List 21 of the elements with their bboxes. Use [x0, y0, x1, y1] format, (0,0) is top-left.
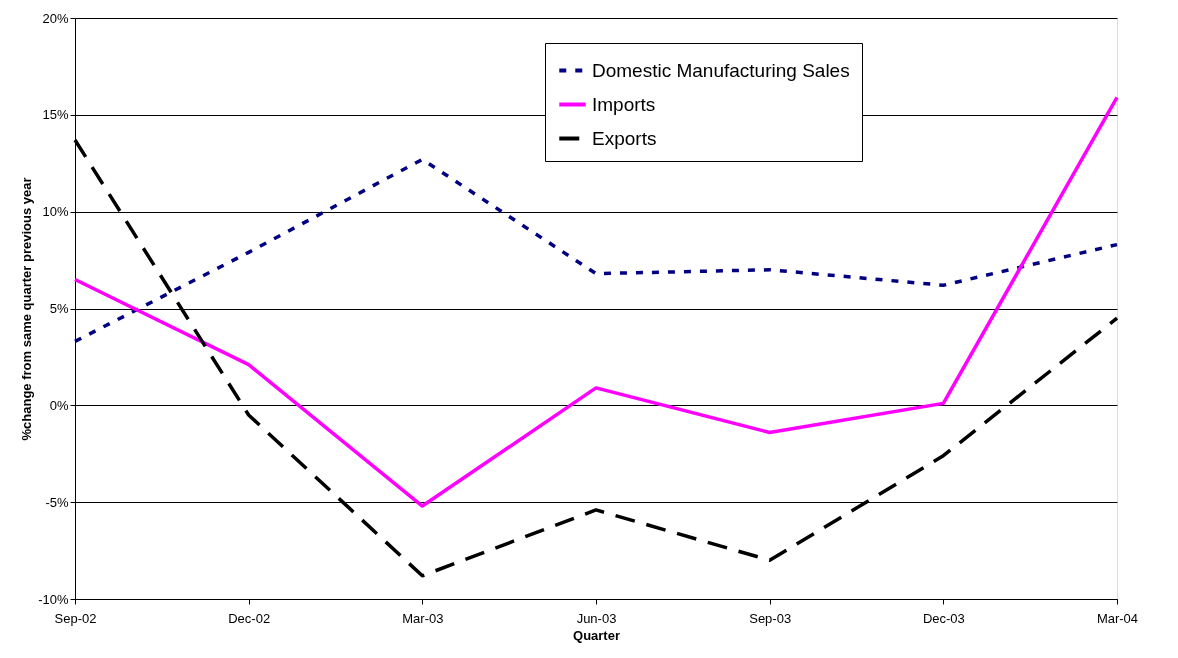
x-tick-label: Sep-02	[54, 610, 97, 626]
y-tick-label: 0%	[49, 397, 69, 413]
y-tick-label: 5%	[49, 301, 69, 316]
x-tick-label: Dec-02	[228, 610, 271, 626]
line-series	[73, 157, 1119, 344]
x-tick-label: Sep-03	[749, 610, 792, 626]
y-axis-title: %change from same quarter previous year	[19, 177, 35, 441]
legend-label: Exports	[592, 127, 657, 149]
x-tick-label: Jun-03	[576, 610, 617, 626]
x-tick-label: Mar-04	[1096, 610, 1139, 626]
y-tick-label: 20%	[42, 10, 69, 26]
x-tick-label: Mar-03	[402, 610, 444, 626]
y-tick-label: 15%	[42, 107, 69, 123]
line-series	[73, 95, 1119, 508]
x-axis-title: Quarter	[573, 627, 620, 643]
x-tick-label: Dec-03	[922, 610, 965, 626]
y-tick-label: -5%	[45, 494, 69, 510]
y-tick-label: 10%	[42, 204, 69, 220]
legend-label: Domestic Manufacturing Sales	[592, 59, 850, 81]
y-tick-label: -10%	[38, 591, 69, 607]
legend-label: Imports	[592, 93, 656, 115]
